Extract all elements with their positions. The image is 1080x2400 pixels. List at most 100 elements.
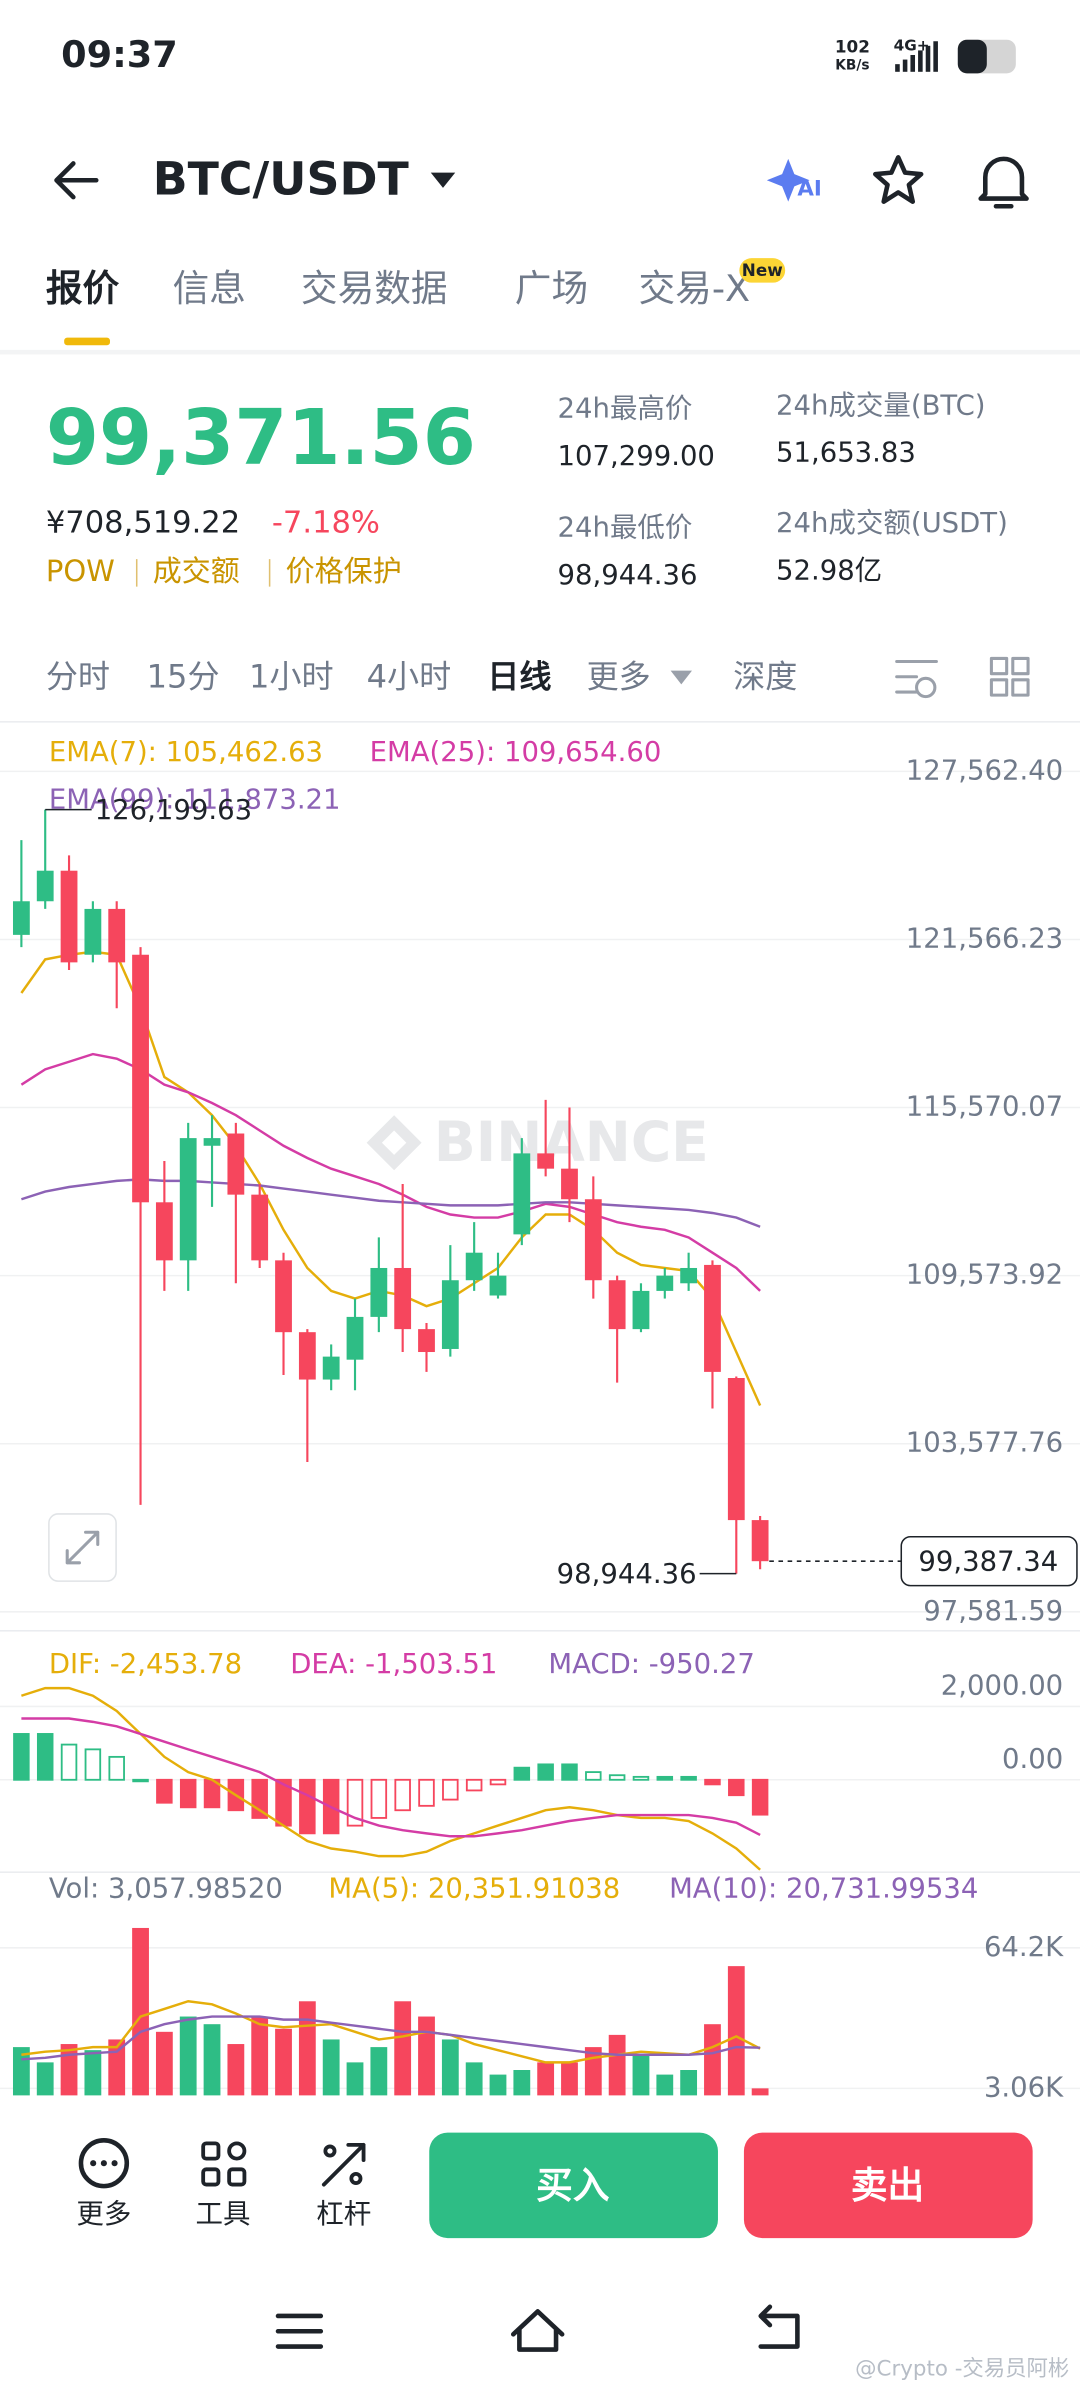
indicator-legend: EMA(99): 111,873.21 [49,784,341,816]
candle-body [584,1199,602,1281]
stat-value: 98,944.36 [558,559,698,591]
interval-tab[interactable]: 深度 [733,657,797,695]
macd-bar [418,1778,435,1807]
price-change: -7.18% [272,505,380,540]
tools-icon[interactable] [201,2141,247,2187]
tab-indicator [64,337,110,346]
pair-title[interactable]: BTC/USDT [153,151,409,205]
cny-price: ¥708,519.22 [46,505,240,540]
candle-body [155,1202,173,1261]
volume-bar [203,2024,221,2096]
quote-tag[interactable]: POW [46,554,115,588]
last-price-label: 99,387.34 [918,1546,1058,1578]
leverage-icon[interactable] [321,2142,366,2187]
y-tick-label: 109,573.92 [906,1259,1063,1291]
macd-bar [156,1778,173,1804]
divider [0,349,1080,355]
candle-body [727,1378,745,1521]
indicator-legend: MA(5): 20,351.91038 [328,1873,620,1905]
net-speed: 102 [835,36,870,56]
macd-bar [704,1778,721,1786]
interval-tab[interactable]: 日线 [487,657,551,695]
volume-bar [656,2074,674,2096]
stat-label: 24h最低价 [558,512,693,544]
candle-body [680,1267,698,1284]
macd-bar [728,1778,745,1797]
candle-body [465,1252,483,1281]
interval-tab[interactable]: 15分 [147,657,220,695]
candle-body [12,901,30,935]
nav-back[interactable] [758,2304,800,2349]
indicator-legend: DEA: -1,503.51 [290,1648,497,1680]
tab[interactable]: 信息 [173,267,246,310]
volume-bar [513,2070,531,2096]
indicator-legend: EMA(7): 105,462.63 [49,736,323,768]
indicator-settings[interactable] [895,659,938,699]
macd-bar [585,1771,602,1781]
candle-body [632,1290,650,1330]
ai-button[interactable]: AI [766,158,822,202]
y-tick-label: 2,000.00 [941,1670,1063,1702]
candle-body [751,1520,769,1562]
volume-bar [608,2034,626,2096]
tab[interactable]: 交易-X [639,267,751,310]
indicator-legend: MACD: -950.27 [548,1648,754,1680]
sell-button[interactable] [743,2132,1033,2239]
candle-body [608,1280,626,1330]
buy-label: 买入 [536,2164,610,2207]
y-tick-label: 115,570.07 [906,1091,1063,1123]
stat-label: 24h最高价 [558,392,693,424]
candle-body [322,1356,340,1380]
new-badge [739,258,786,283]
volume-bar [441,2039,459,2096]
volume-bar [561,2062,578,2096]
volume-bar [537,2062,555,2096]
svg-text:AI: AI [797,176,821,201]
nav-menu[interactable] [275,2313,324,2349]
candle-body [108,908,126,963]
candle-body [537,1153,555,1169]
layout-button[interactable] [989,656,1030,697]
interval-tab[interactable]: 4小时 [367,657,452,695]
signal-icon [895,41,938,72]
macd-bar [299,1778,316,1835]
tab[interactable]: 广场 [515,267,588,310]
volume-bar [155,2031,173,2096]
toolbar-label: 工具 [196,2198,251,2230]
more-icon[interactable] [78,2138,130,2189]
tag-separator [268,559,271,587]
toolbar-label: 杠杆 [316,2198,371,2230]
candle-body [394,1267,412,1330]
interval-tab[interactable]: 分时 [46,657,110,695]
quote-tag[interactable]: 成交额 [153,554,240,588]
stat-label: 24h成交量(BTC) [776,389,986,421]
buy-button[interactable] [429,2132,718,2239]
nav-home[interactable] [510,2309,565,2352]
y-tick-label: 97,581.59 [923,1595,1063,1627]
pair-dropdown[interactable] [430,172,456,188]
candle-body [36,870,54,902]
divider [0,1630,1080,1632]
interval-tab[interactable]: 1小时 [249,657,334,695]
credit: @Crypto -交易员阿彬 [855,2356,1069,2381]
watermark-logo [366,1115,422,1171]
more-dropdown[interactable] [670,670,692,685]
candle-body [561,1168,578,1200]
macd-bar [179,1778,197,1809]
macd-bar [370,1778,388,1819]
tab[interactable]: 交易数据 [301,267,448,310]
macd-bar [84,1748,102,1781]
volume-bar [84,2050,102,2096]
alert-button[interactable] [978,156,1029,209]
candle-body [418,1329,435,1353]
indicator-legend: MA(10): 20,731.99534 [669,1873,978,1905]
back-button[interactable] [54,161,99,200]
favorite-button[interactable] [873,155,924,204]
quote-tag[interactable]: 价格保护 [286,554,402,588]
y-tick-label: 64.2K [984,1931,1064,1963]
tab[interactable]: 报价 [46,267,120,310]
macd-bar [36,1733,54,1781]
interval-tab[interactable]: 更多 [587,657,651,695]
candle-body [84,908,102,955]
candle-body [346,1316,364,1360]
